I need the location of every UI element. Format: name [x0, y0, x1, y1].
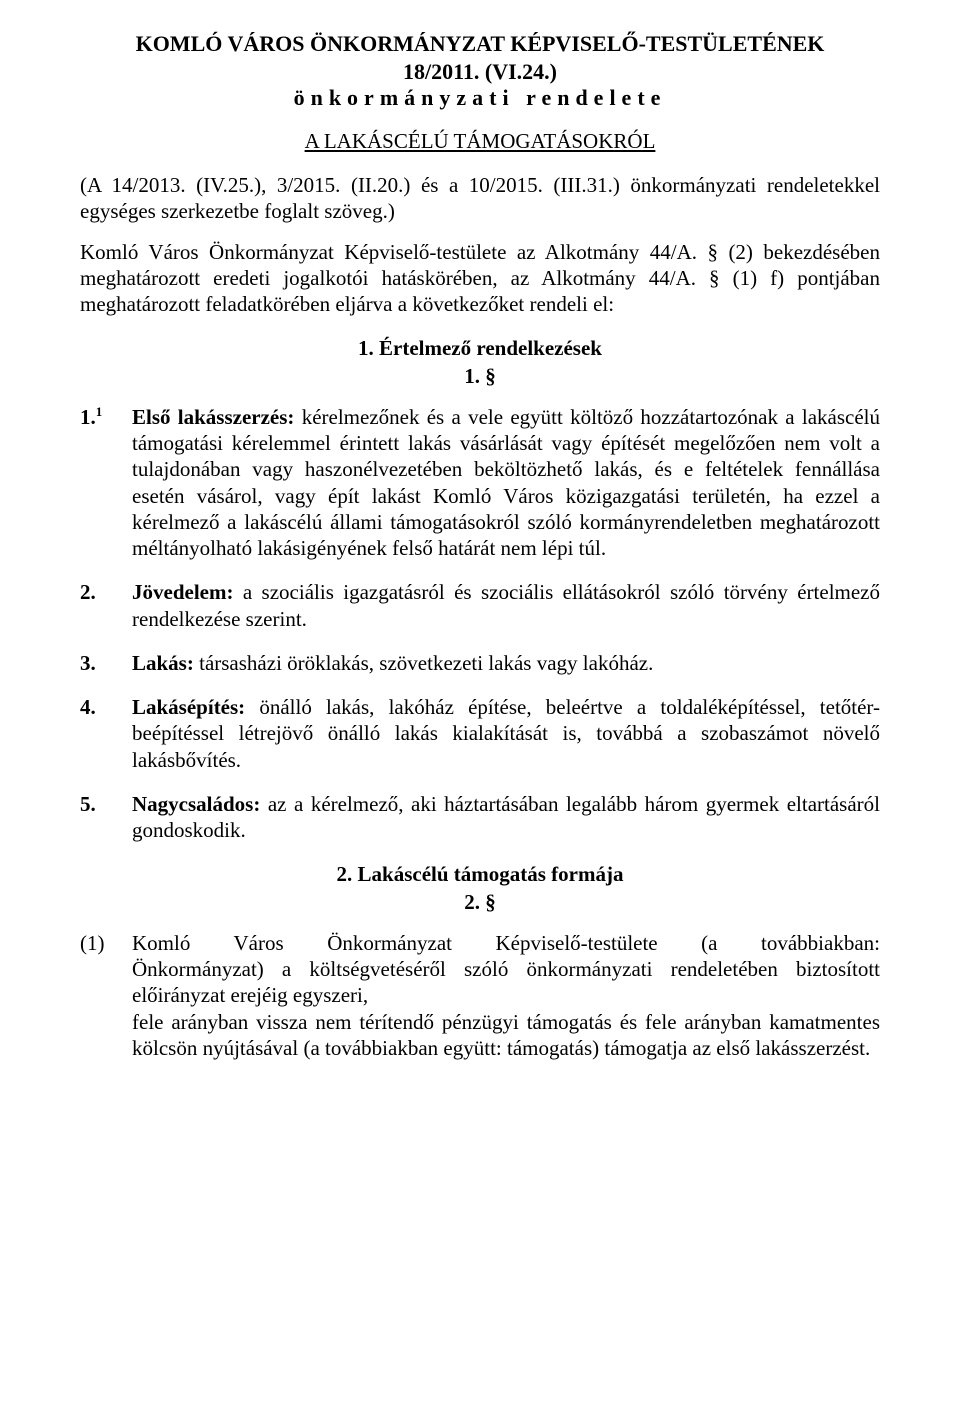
- definition-list: 1.1 Első lakásszerzés: kérelmezőnek és a…: [80, 404, 880, 844]
- definition-text: önálló lakás, lakóház építése, beleértve…: [132, 695, 880, 772]
- definition-label: Lakásépítés:: [132, 695, 245, 719]
- section1-heading-line2: 1. §: [464, 364, 496, 388]
- document-page: KOMLÓ VÁROS ÖNKORMÁNYZAT KÉPVISELŐ-TESTÜ…: [0, 0, 960, 1416]
- definition-number: 3.: [80, 650, 132, 676]
- paragraph-line3: fele arányban vissza nem térítendő pénzü…: [132, 1010, 880, 1060]
- definition-label: Első lakásszerzés:: [132, 405, 294, 429]
- definition-label: Lakás:: [132, 651, 194, 675]
- definition-body: Lakásépítés: önálló lakás, lakóház építé…: [132, 694, 880, 773]
- title-line-3: önkormányzati rendelete: [80, 85, 880, 111]
- definition-number: 5.: [80, 791, 132, 817]
- definition-label: Nagycsaládos:: [132, 792, 260, 816]
- definition-body: Lakás: társasházi öröklakás, szövetkezet…: [132, 650, 880, 676]
- section2-heading-line1: 2. Lakáscélú támogatás formája: [337, 862, 624, 886]
- paragraph-item: (1) Komló Város Önkormányzat Képviselő-t…: [80, 930, 880, 1061]
- paragraph-body: Komló Város Önkormányzat Képviselő-testü…: [132, 930, 880, 1061]
- section2-heading: 2. Lakáscélú támogatás formája 2. §: [80, 861, 880, 916]
- definition-body: Első lakásszerzés: kérelmezőnek és a vel…: [132, 404, 880, 562]
- definition-number: 1.1: [80, 404, 132, 430]
- section1-heading: 1. Értelmező rendelkezések 1. §: [80, 335, 880, 390]
- title-line-2: 18/2011. (VI.24.): [80, 58, 880, 86]
- definition-body: Nagycsaládos: az a kérelmező, aki háztar…: [132, 791, 880, 844]
- definition-text: társasházi öröklakás, szövetkezeti lakás…: [194, 651, 653, 675]
- preamble-text: Komló Város Önkormányzat Képviselő-testü…: [80, 239, 880, 318]
- definition-number: 4.: [80, 694, 132, 720]
- definition-item: 5. Nagycsaládos: az a kérelmező, aki ház…: [80, 791, 880, 844]
- definition-item: 4. Lakásépítés: önálló lakás, lakóház ép…: [80, 694, 880, 773]
- amendments-text: (A 14/2013. (IV.25.), 3/2015. (II.20.) é…: [80, 172, 880, 225]
- definition-label: Jövedelem:: [132, 580, 233, 604]
- paragraph-rest: Önkormányzat) a költségvetéséről szóló ö…: [132, 957, 880, 1007]
- definition-text: a szociális igazgatásról és szociális el…: [132, 580, 880, 630]
- definition-item: 1.1 Első lakásszerzés: kérelmezőnek és a…: [80, 404, 880, 562]
- section1-heading-line1: 1. Értelmező rendelkezések: [358, 336, 602, 360]
- title-line-1: KOMLÓ VÁROS ÖNKORMÁNYZAT KÉPVISELŐ-TESTÜ…: [80, 30, 880, 58]
- definition-number: 2.: [80, 579, 132, 605]
- definition-item: 2. Jövedelem: a szociális igazgatásról é…: [80, 579, 880, 632]
- definition-item: 3. Lakás: társasházi öröklakás, szövetke…: [80, 650, 880, 676]
- paragraph-line1: Komló Város Önkormányzat Képviselő-testü…: [132, 930, 880, 956]
- definition-body: Jövedelem: a szociális igazgatásról és s…: [132, 579, 880, 632]
- subject-title: A LAKÁSCÉLÚ TÁMOGATÁSOKRÓL: [80, 129, 880, 154]
- paragraph-number: (1): [80, 930, 132, 956]
- section2-heading-line2: 2. §: [464, 890, 496, 914]
